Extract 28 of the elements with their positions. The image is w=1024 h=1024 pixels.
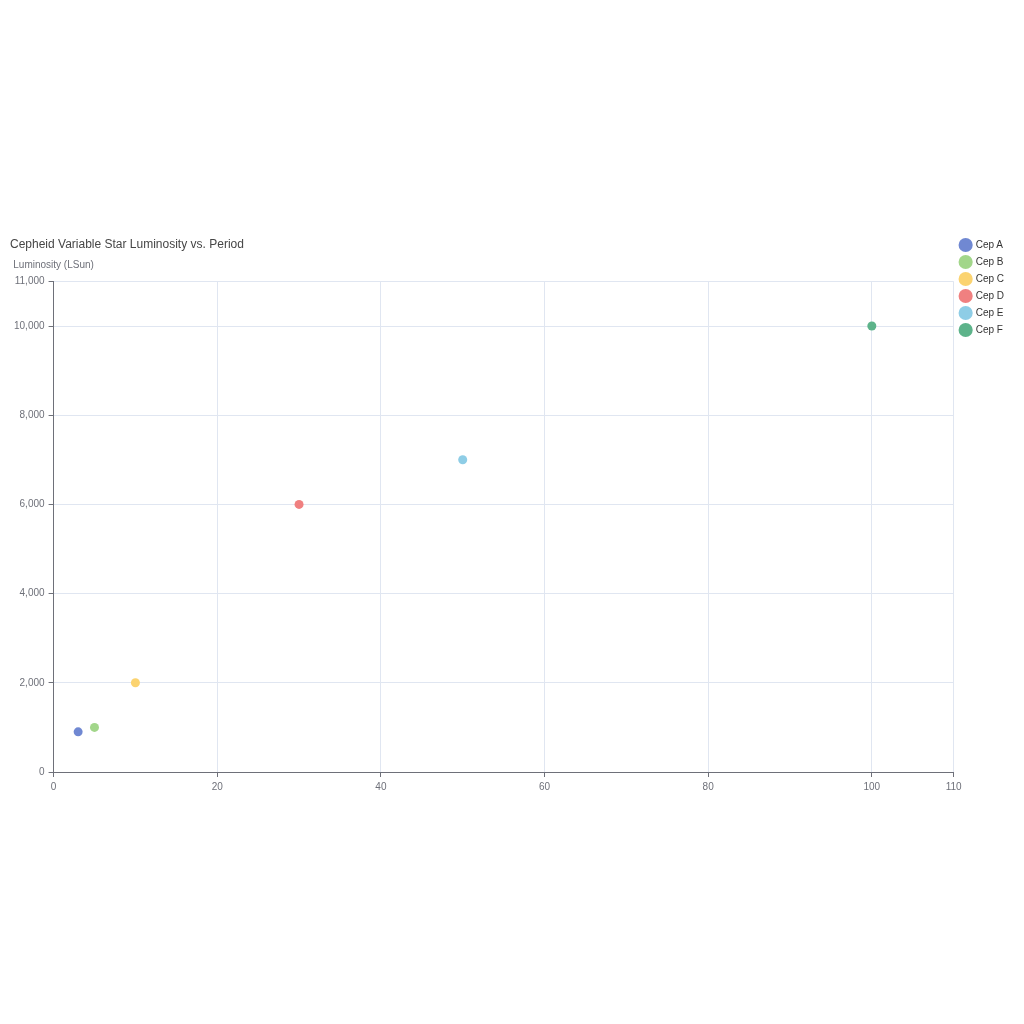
legend-label: Cep D [975, 289, 1005, 301]
legend-label: Cep F [975, 323, 1003, 335]
y-tick-label: 0 [39, 765, 46, 777]
legend-label: Cep C [975, 272, 1005, 284]
x-tick-label: 60 [538, 780, 551, 792]
legend-label: Cep B [975, 255, 1004, 267]
point [294, 499, 304, 509]
point [867, 321, 877, 331]
legend-label: Cep A [975, 238, 1004, 250]
y-axis-title: Luminosity (LSun) [13, 259, 94, 271]
y-tick-label: 2,000 [19, 676, 46, 688]
point [130, 678, 140, 688]
point [90, 722, 99, 732]
x-tick-label: 40 [375, 780, 387, 792]
x-tick-label: 100 [863, 780, 881, 792]
y-tick-label: 6,000 [19, 498, 46, 510]
y-tick-label: 8,000 [19, 408, 46, 420]
y-tick-label: 11,000 [14, 275, 46, 287]
x-tick-label: 80 [702, 780, 715, 792]
x-tick-label: 110 [945, 780, 963, 792]
x-tick-label: 20 [211, 780, 224, 792]
chart-title: Cepheid Variable Star Luminosity vs. Period [10, 236, 244, 251]
legend-label: Cep E [975, 306, 1004, 318]
y-tick-label: 10,000 [13, 319, 46, 331]
point [73, 727, 83, 737]
x-tick-label: 0 [50, 780, 57, 792]
y-tick-label: 4,000 [19, 587, 46, 599]
point [458, 455, 468, 465]
